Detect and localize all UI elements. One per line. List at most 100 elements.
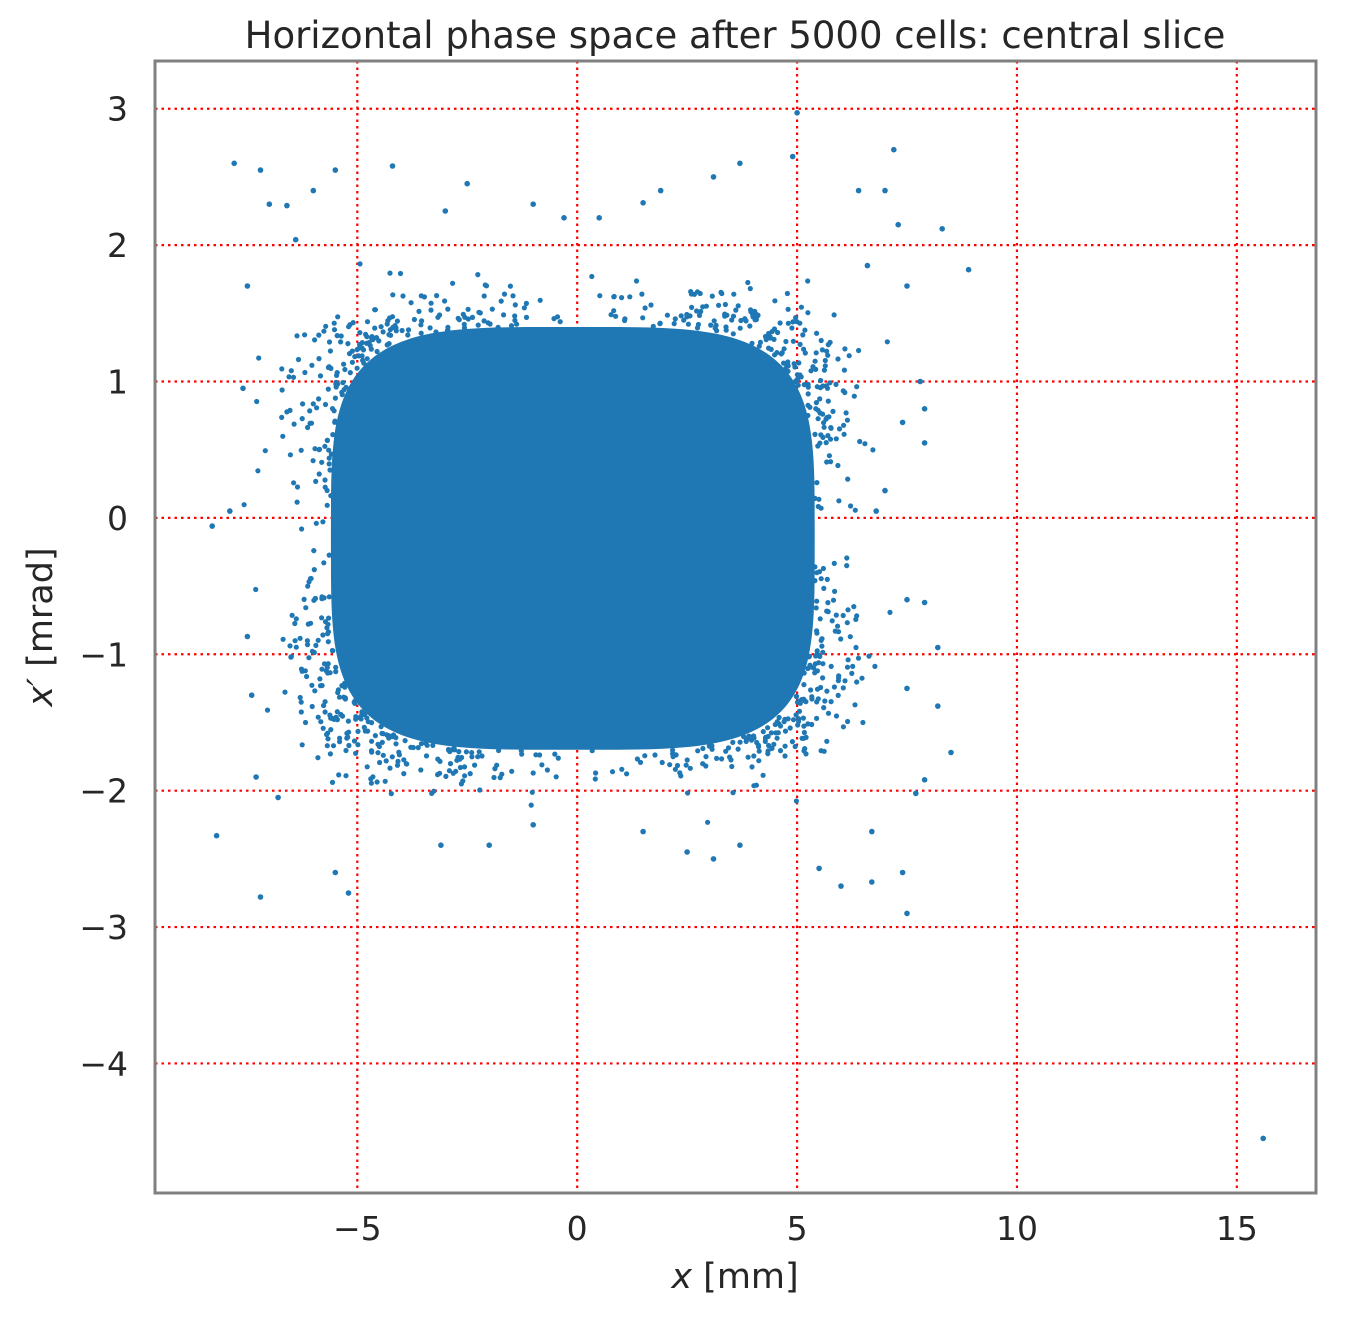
- scatter-point: [817, 440, 823, 446]
- scatter-point: [882, 187, 888, 194]
- scatter-point: [481, 293, 487, 299]
- scatter-point: [557, 319, 563, 325]
- scatter-point: [331, 327, 338, 333]
- scatter-point: [730, 331, 736, 337]
- scatter-point: [312, 595, 318, 602]
- scatter-point: [316, 396, 322, 402]
- scatter-point: [831, 312, 837, 318]
- scatter-point: [319, 615, 325, 621]
- scatter-point: [729, 317, 735, 323]
- scatter-point: [316, 471, 322, 477]
- scatter-point: [657, 187, 664, 194]
- scatter-point: [805, 412, 811, 419]
- scatter-point: [751, 753, 757, 759]
- scatter-point: [827, 380, 833, 386]
- scatter-point: [797, 341, 803, 347]
- scatter-point: [948, 749, 954, 756]
- scatter-point: [842, 678, 848, 684]
- scatter-point: [827, 436, 834, 442]
- scatter-point: [386, 332, 392, 338]
- scatter-point: [329, 406, 336, 412]
- scatter-point: [872, 663, 878, 670]
- scatter-point: [325, 386, 331, 392]
- scatter-point: [825, 600, 831, 606]
- scatter-point: [330, 743, 337, 749]
- scatter-point: [801, 382, 807, 388]
- scatter-point: [313, 642, 319, 649]
- scatter-point: [345, 734, 351, 740]
- scatter-point: [814, 715, 820, 722]
- scatter-point: [899, 869, 906, 876]
- scatter-point: [845, 607, 851, 613]
- scatter-point: [733, 307, 739, 313]
- scatter-point: [523, 300, 530, 306]
- scatter-point: [408, 300, 414, 306]
- scatter-point: [749, 764, 755, 770]
- scatter-point: [835, 462, 841, 469]
- scatter-point: [240, 385, 246, 392]
- scatter-point: [254, 398, 260, 405]
- scatter-point: [345, 718, 351, 724]
- scatter-point: [375, 750, 381, 756]
- scatter-point: [339, 683, 345, 689]
- scatter-point: [335, 687, 341, 693]
- scatter-point: [280, 433, 286, 439]
- scatter-point: [324, 664, 330, 671]
- scatter-point: [338, 339, 344, 345]
- scatter-point: [842, 346, 848, 352]
- scatter-point: [321, 328, 327, 334]
- scatter-point: [308, 420, 315, 426]
- scatter-point: [279, 414, 285, 420]
- scatter-point: [501, 312, 507, 318]
- scatter-point: [394, 318, 400, 324]
- x-tick-label: 0: [567, 1209, 588, 1248]
- scatter-point: [824, 738, 830, 744]
- scatter-point: [325, 629, 331, 635]
- scatter-point: [695, 748, 701, 754]
- scatter-point: [530, 201, 536, 207]
- scatter-point: [352, 700, 358, 707]
- scatter-point: [328, 451, 334, 457]
- scatter-point: [472, 762, 478, 768]
- scatter-point: [372, 307, 378, 313]
- scatter-point: [288, 654, 294, 660]
- scatter-point: [309, 682, 315, 688]
- scatter-point: [321, 702, 327, 709]
- x-tick-label: 5: [787, 1209, 808, 1248]
- scatter-point: [819, 347, 826, 353]
- scatter-point: [659, 759, 665, 766]
- scatter-point: [330, 432, 336, 438]
- scatter-point: [825, 398, 831, 404]
- scatter-point: [457, 756, 463, 762]
- scatter-point: [528, 802, 534, 808]
- scatter-point: [416, 308, 422, 314]
- scatter-point: [316, 356, 322, 362]
- scatter-point: [813, 400, 820, 406]
- scatter-point: [332, 869, 339, 876]
- scatter-point: [467, 771, 473, 777]
- scatter-point: [450, 280, 456, 286]
- scatter-point: [365, 728, 371, 734]
- scatter-point: [771, 326, 778, 332]
- scatter-point: [319, 666, 325, 672]
- scatter-point: [622, 316, 628, 322]
- scatter-point: [399, 327, 405, 334]
- scatter-point: [346, 324, 352, 330]
- scatter-point: [824, 348, 830, 354]
- scatter-point: [375, 741, 381, 747]
- scatter-point: [299, 742, 305, 748]
- scatter-point: [777, 723, 784, 729]
- y-axis-var: x′: [21, 678, 61, 708]
- scatter-point: [262, 448, 268, 454]
- scatter-point: [537, 297, 543, 303]
- scatter-point: [264, 707, 271, 713]
- scatter-point: [368, 346, 374, 352]
- scatter-point: [667, 762, 673, 768]
- scatter-point: [310, 401, 316, 407]
- scatter-point: [752, 317, 758, 323]
- scatter-point: [327, 467, 333, 473]
- scatter-core: [330, 327, 815, 750]
- scatter-point: [415, 745, 421, 751]
- scatter-point: [300, 401, 306, 407]
- scatter-point: [397, 270, 404, 277]
